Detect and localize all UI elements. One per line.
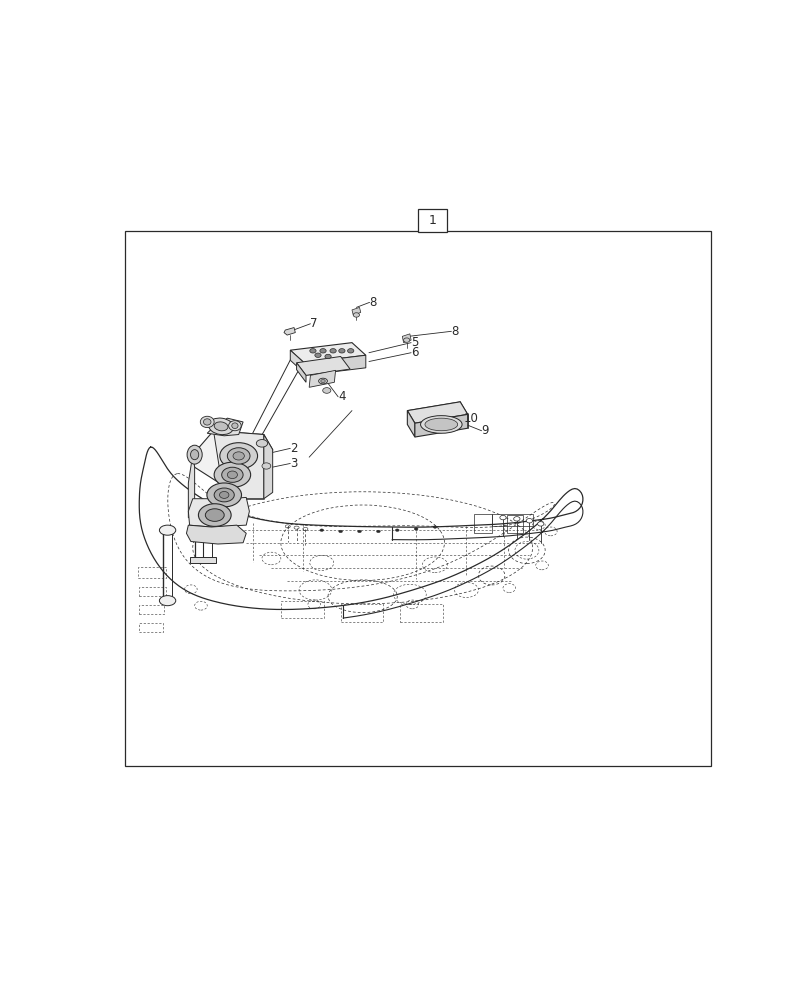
Polygon shape xyxy=(414,414,467,437)
Ellipse shape xyxy=(191,450,199,460)
Ellipse shape xyxy=(318,378,327,384)
Ellipse shape xyxy=(320,529,324,531)
Ellipse shape xyxy=(221,467,242,482)
Polygon shape xyxy=(407,402,467,423)
Bar xyxy=(138,567,166,578)
Ellipse shape xyxy=(214,422,228,431)
Bar xyxy=(491,514,532,526)
Ellipse shape xyxy=(159,525,175,535)
Ellipse shape xyxy=(420,416,461,433)
Ellipse shape xyxy=(220,443,257,469)
Ellipse shape xyxy=(310,349,315,353)
Ellipse shape xyxy=(187,445,202,464)
Ellipse shape xyxy=(338,349,345,353)
Bar xyxy=(139,623,163,632)
Ellipse shape xyxy=(357,530,361,533)
Ellipse shape xyxy=(320,379,325,383)
Ellipse shape xyxy=(432,526,436,528)
Polygon shape xyxy=(290,343,366,363)
Polygon shape xyxy=(213,431,264,499)
Polygon shape xyxy=(284,328,295,335)
Ellipse shape xyxy=(256,440,268,447)
Polygon shape xyxy=(264,435,272,499)
Polygon shape xyxy=(188,455,195,518)
Text: 2: 2 xyxy=(290,442,298,455)
Text: 3: 3 xyxy=(290,457,298,470)
Ellipse shape xyxy=(262,463,270,469)
Text: 8: 8 xyxy=(369,296,376,309)
Ellipse shape xyxy=(198,504,231,526)
Ellipse shape xyxy=(214,462,251,487)
Ellipse shape xyxy=(537,522,543,526)
Polygon shape xyxy=(401,334,410,343)
Polygon shape xyxy=(407,411,414,437)
Polygon shape xyxy=(188,497,249,527)
Polygon shape xyxy=(304,355,366,375)
Bar xyxy=(474,514,491,533)
Ellipse shape xyxy=(208,418,234,435)
Bar xyxy=(341,604,383,622)
Ellipse shape xyxy=(424,418,457,431)
Ellipse shape xyxy=(329,349,336,353)
Ellipse shape xyxy=(205,509,224,521)
Polygon shape xyxy=(296,363,306,382)
Ellipse shape xyxy=(513,517,519,521)
Ellipse shape xyxy=(159,596,175,606)
Ellipse shape xyxy=(204,419,211,425)
Polygon shape xyxy=(309,370,335,387)
Polygon shape xyxy=(290,350,304,373)
Polygon shape xyxy=(207,418,242,436)
Text: 6: 6 xyxy=(410,346,418,359)
Polygon shape xyxy=(192,431,272,487)
Ellipse shape xyxy=(207,483,241,507)
Ellipse shape xyxy=(320,349,326,353)
Ellipse shape xyxy=(315,353,320,357)
Bar xyxy=(400,604,443,622)
Ellipse shape xyxy=(376,530,380,533)
Ellipse shape xyxy=(353,313,359,317)
Text: 7: 7 xyxy=(310,317,318,330)
Ellipse shape xyxy=(229,421,241,431)
Text: 10: 10 xyxy=(463,412,478,425)
Ellipse shape xyxy=(214,488,234,502)
Bar xyxy=(418,209,446,232)
Polygon shape xyxy=(190,557,216,563)
Text: 5: 5 xyxy=(410,336,418,349)
Ellipse shape xyxy=(338,530,342,533)
Ellipse shape xyxy=(322,388,330,393)
Ellipse shape xyxy=(200,416,214,428)
Bar xyxy=(125,231,710,766)
Bar xyxy=(139,587,165,596)
Polygon shape xyxy=(351,307,360,315)
Ellipse shape xyxy=(403,338,410,342)
Text: 8: 8 xyxy=(451,325,458,338)
Ellipse shape xyxy=(219,491,229,498)
Ellipse shape xyxy=(526,519,532,523)
Ellipse shape xyxy=(324,354,331,359)
Ellipse shape xyxy=(233,452,244,460)
Bar xyxy=(281,601,324,618)
Polygon shape xyxy=(296,356,350,375)
Text: 4: 4 xyxy=(337,390,345,403)
Ellipse shape xyxy=(347,349,354,353)
Ellipse shape xyxy=(227,448,250,464)
Ellipse shape xyxy=(500,515,505,520)
Ellipse shape xyxy=(227,471,237,479)
Ellipse shape xyxy=(231,423,238,429)
Text: 1: 1 xyxy=(428,214,436,227)
Text: 9: 9 xyxy=(481,424,488,437)
Ellipse shape xyxy=(395,529,399,531)
Polygon shape xyxy=(187,525,246,544)
Bar xyxy=(507,515,522,533)
Ellipse shape xyxy=(414,528,418,530)
Bar xyxy=(139,605,164,614)
